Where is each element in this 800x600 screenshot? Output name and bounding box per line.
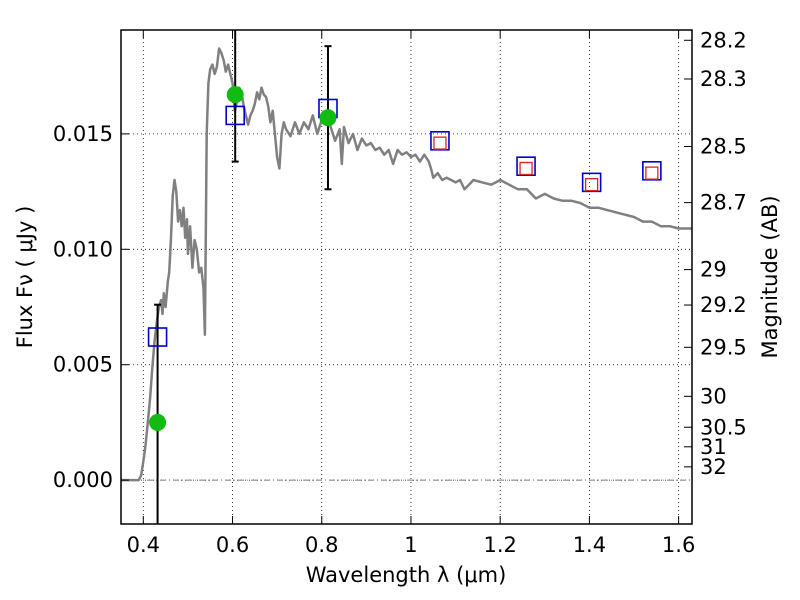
x-tick-label: 1.6 (662, 533, 695, 557)
x-tick-label: 1 (404, 533, 417, 557)
magnitude-tick-label: 29 (700, 258, 727, 282)
magnitude-tick-label: 28.7 (700, 191, 747, 215)
green-circle-marker (319, 109, 337, 127)
y-tick-label: 0.000 (53, 468, 113, 492)
plot-frame (120, 29, 693, 525)
x-tick-label: 0.4 (127, 533, 160, 557)
green-circle-marker (226, 86, 244, 104)
axis-ticks: 0.4 0.6 0.8 1 1.2 1.4 1.6 0.000 0.005 0.010 0.015 2… (53, 28, 747, 557)
y-axis-label: Flux Fν ( μJy ) (13, 206, 37, 349)
magnitude-tick-label: 32 (700, 455, 727, 479)
x-tick-label: 0.6 (216, 533, 249, 557)
magnitude-tick-label: 29.5 (700, 335, 747, 359)
red-square-marker (645, 166, 659, 180)
magnitude-tick-label: 28.2 (700, 28, 747, 52)
plot-area (121, 30, 692, 524)
blue-square-marker (516, 156, 536, 176)
magnitude-tick-label: 29.2 (700, 293, 747, 317)
y-tick-label: 0.015 (53, 122, 113, 146)
y-tick-label: 0.010 (53, 237, 113, 261)
red-square-marker (433, 136, 447, 150)
blue-square-marker (147, 327, 168, 347)
magnitude-tick-label: 30.5 (700, 415, 747, 439)
red-square-marker (519, 161, 533, 176)
x-tick-label: 1.4 (573, 533, 606, 557)
x-tick-label: 0.8 (305, 533, 338, 557)
model-spectrum-line (121, 47, 692, 482)
magnitude-tick-label: 31 (700, 435, 727, 459)
magnitude-tick-label: 28.5 (700, 134, 747, 158)
blue-square-marker (225, 105, 245, 126)
blue-square-marker (642, 161, 662, 181)
red-square-marker (584, 178, 599, 192)
y-axis-right-label: Magnitude (AB) (758, 195, 782, 358)
magnitude-tick-label: 30 (700, 384, 727, 408)
x-axis-label: Wavelength λ (μm) (306, 563, 507, 587)
blue-square-marker (581, 172, 602, 193)
magnitude-tick-label: 28.3 (700, 67, 747, 91)
grid-lines (121, 30, 692, 524)
green-circle-marker (149, 413, 167, 431)
y-tick-label: 0.005 (53, 353, 113, 377)
blue-square-marker (430, 131, 450, 151)
x-tick-label: 1.2 (483, 533, 516, 557)
